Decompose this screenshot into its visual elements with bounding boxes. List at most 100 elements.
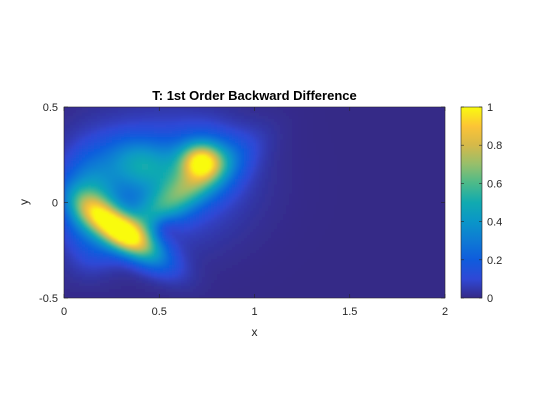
- heatmap-cell: [106, 274, 110, 278]
- heatmap-cell: [79, 265, 83, 269]
- heatmap-cell: [91, 202, 95, 207]
- heatmap-cell: [193, 241, 197, 245]
- heatmap-cell: [100, 175, 104, 180]
- heatmap-cell: [232, 109, 236, 114]
- heatmap-cell: [217, 175, 221, 180]
- heatmap-cell: [229, 130, 233, 135]
- heatmap-cell: [268, 244, 272, 248]
- heatmap-cell: [130, 178, 134, 183]
- heatmap-cell: [127, 292, 131, 296]
- heatmap-cell: [76, 265, 80, 269]
- heatmap-cell: [133, 214, 137, 219]
- heatmap-cell: [73, 172, 77, 177]
- heatmap-cell: [88, 115, 92, 120]
- heatmap-cell: [67, 175, 71, 180]
- heatmap-cell: [166, 121, 170, 126]
- heatmap-cell: [127, 214, 131, 219]
- heatmap-cell: [115, 139, 119, 144]
- heatmap-cell: [151, 250, 155, 254]
- heatmap-cell: [115, 175, 119, 180]
- heatmap-cell: [169, 214, 173, 219]
- heatmap-cell: [178, 253, 182, 257]
- heatmap-cell: [70, 109, 74, 114]
- heatmap-cell: [91, 259, 95, 263]
- heatmap-cell: [145, 235, 149, 239]
- heatmap-cell: [91, 115, 95, 120]
- heatmap-cell: [184, 127, 188, 132]
- heatmap-cell: [70, 160, 74, 165]
- heatmap-cell: [289, 205, 293, 210]
- heatmap-cell: [109, 199, 113, 204]
- heatmap-cell: [148, 262, 152, 266]
- heatmap-cell: [250, 223, 254, 227]
- heatmap-cell: [250, 145, 254, 150]
- heatmap-cell: [259, 253, 263, 257]
- heatmap-cell: [247, 274, 251, 278]
- heatmap-cell: [94, 157, 98, 162]
- heatmap-cell: [280, 295, 284, 298]
- heatmap-cell: [97, 220, 101, 224]
- heatmap-cell: [241, 166, 245, 171]
- heatmap-cell: [292, 235, 296, 239]
- heatmap-cell: [295, 160, 299, 165]
- heatmap-cell: [292, 154, 296, 159]
- heatmap-cell: [193, 238, 197, 242]
- heatmap-cell: [295, 268, 299, 272]
- heatmap-cell: [115, 286, 119, 290]
- heatmap-cell: [244, 256, 248, 260]
- heatmap-cell: [205, 139, 209, 144]
- heatmap-cell: [277, 148, 281, 153]
- heatmap-cell: [235, 178, 239, 183]
- heatmap-cell: [184, 157, 188, 162]
- heatmap-cell: [118, 151, 122, 156]
- heatmap-cell: [262, 124, 266, 129]
- heatmap-cell: [259, 262, 263, 266]
- heatmap-cell: [118, 148, 122, 153]
- heatmap-cell: [187, 175, 191, 180]
- heatmap-cell: [268, 256, 272, 260]
- heatmap-cell: [91, 226, 95, 230]
- heatmap-cell: [166, 196, 170, 201]
- heatmap-cell: [109, 196, 113, 201]
- heatmap-cell: [85, 226, 89, 230]
- heatmap-cell: [118, 121, 122, 126]
- heatmap-cell: [268, 241, 272, 245]
- heatmap-cell: [271, 121, 275, 126]
- heatmap-cell: [250, 259, 254, 263]
- heatmap-cell: [115, 157, 119, 162]
- heatmap-cell: [229, 238, 233, 242]
- heatmap-cell: [76, 121, 80, 126]
- heatmap-cell: [298, 107, 302, 111]
- heatmap-cell: [142, 244, 146, 248]
- heatmap-cell: [91, 107, 95, 111]
- heatmap-cell: [262, 154, 266, 159]
- heatmap-cell: [247, 265, 251, 269]
- heatmap-cell: [79, 160, 83, 165]
- heatmap-cell: [100, 172, 104, 177]
- heatmap-cell: [187, 115, 191, 120]
- heatmap-cell: [163, 280, 167, 284]
- heatmap-cell: [232, 241, 236, 245]
- heatmap-cell: [148, 124, 152, 129]
- heatmap-cell: [178, 214, 182, 219]
- heatmap-cell: [151, 283, 155, 287]
- heatmap-cell: [103, 220, 107, 224]
- heatmap-cell: [124, 217, 128, 221]
- heatmap-cell: [64, 175, 68, 180]
- heatmap-cell: [85, 172, 89, 177]
- heatmap-cell: [73, 295, 77, 298]
- heatmap-cell: [232, 238, 236, 242]
- heatmap-cell: [163, 166, 167, 171]
- heatmap-cell: [235, 205, 239, 210]
- heatmap-cell: [139, 223, 143, 227]
- heatmap-cell: [109, 262, 113, 266]
- heatmap-cell: [118, 268, 122, 272]
- heatmap-cell: [265, 274, 269, 278]
- heatmap-cell: [187, 169, 191, 174]
- heatmap-cell: [229, 244, 233, 248]
- heatmap-cell: [199, 247, 203, 251]
- heatmap-cell: [172, 232, 176, 236]
- heatmap-cell: [91, 112, 95, 117]
- heatmap-cell: [109, 148, 113, 153]
- heatmap-cell: [106, 283, 110, 287]
